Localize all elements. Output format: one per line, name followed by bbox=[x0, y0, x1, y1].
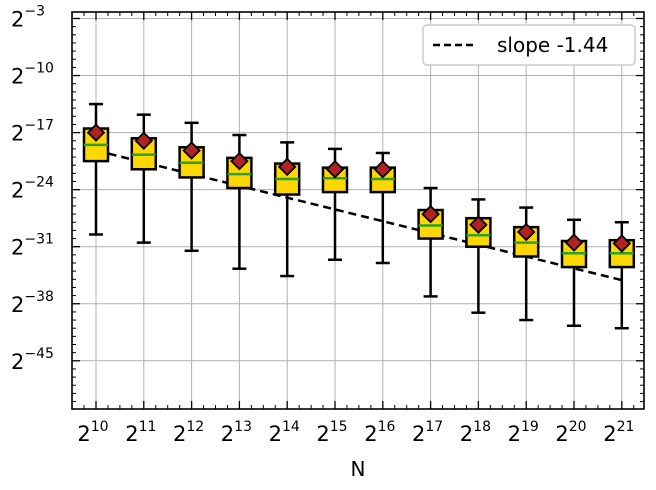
box-group bbox=[321, 147, 349, 261]
y-tick-label: 2−24 bbox=[11, 175, 54, 203]
box-group bbox=[226, 133, 253, 270]
x-tick-label: 214 bbox=[269, 419, 300, 446]
y-tick-label: 2−45 bbox=[11, 346, 54, 374]
mean-marker bbox=[134, 131, 154, 151]
x-tick-label: 213 bbox=[221, 419, 252, 446]
mean-marker bbox=[421, 204, 440, 224]
x-tick-label: 221 bbox=[603, 419, 634, 446]
legend-label: slope -1.44 bbox=[497, 33, 608, 57]
box-layer bbox=[82, 102, 636, 330]
mean-marker bbox=[564, 233, 584, 252]
x-tick-label: 211 bbox=[125, 419, 156, 446]
y-tick-label: 2−17 bbox=[11, 118, 54, 146]
mean-marker bbox=[373, 160, 393, 179]
box-group bbox=[369, 151, 397, 265]
box-group bbox=[512, 206, 540, 322]
box-group bbox=[608, 221, 636, 330]
tick-layer bbox=[71, 12, 644, 409]
mean-marker bbox=[86, 123, 106, 142]
tick-label-layer: 210 211 212 213 214 215 216 217 218 219 220 221 2−3 2… bbox=[11, 4, 634, 447]
box-group bbox=[465, 198, 492, 314]
mean-marker bbox=[325, 160, 345, 179]
box-group bbox=[417, 186, 444, 298]
mean-marker bbox=[612, 234, 632, 253]
x-tick-label: 217 bbox=[412, 419, 443, 446]
mean-marker bbox=[277, 157, 297, 177]
grid-layer bbox=[72, 12, 644, 409]
y-tick-label: 2−31 bbox=[11, 232, 54, 260]
legend-box bbox=[422, 24, 636, 66]
box-group bbox=[130, 113, 158, 244]
x-tick-label: 218 bbox=[460, 419, 491, 446]
mean-marker bbox=[516, 222, 536, 242]
mean-marker bbox=[469, 215, 488, 234]
legend: slope -1.44 bbox=[422, 24, 636, 66]
x-tick-label: 216 bbox=[364, 419, 395, 446]
x-axis-label: N bbox=[351, 457, 366, 481]
x-tick-label: 212 bbox=[173, 419, 204, 446]
x-tick-label: 220 bbox=[555, 419, 586, 446]
box-group bbox=[82, 102, 110, 236]
mean-marker bbox=[182, 141, 201, 160]
box-group bbox=[178, 121, 205, 253]
box-group bbox=[560, 218, 588, 328]
box-group bbox=[273, 141, 301, 278]
x-tick-label: 210 bbox=[77, 419, 108, 446]
x-tick-label: 219 bbox=[508, 419, 539, 446]
y-tick-label: 2−10 bbox=[11, 61, 54, 89]
x-tick-label: 215 bbox=[316, 419, 347, 446]
mean-marker bbox=[230, 151, 249, 171]
y-tick-label: 2−3 bbox=[11, 4, 45, 32]
y-tick-label: 2−38 bbox=[11, 289, 54, 317]
plot-frame bbox=[71, 11, 645, 410]
